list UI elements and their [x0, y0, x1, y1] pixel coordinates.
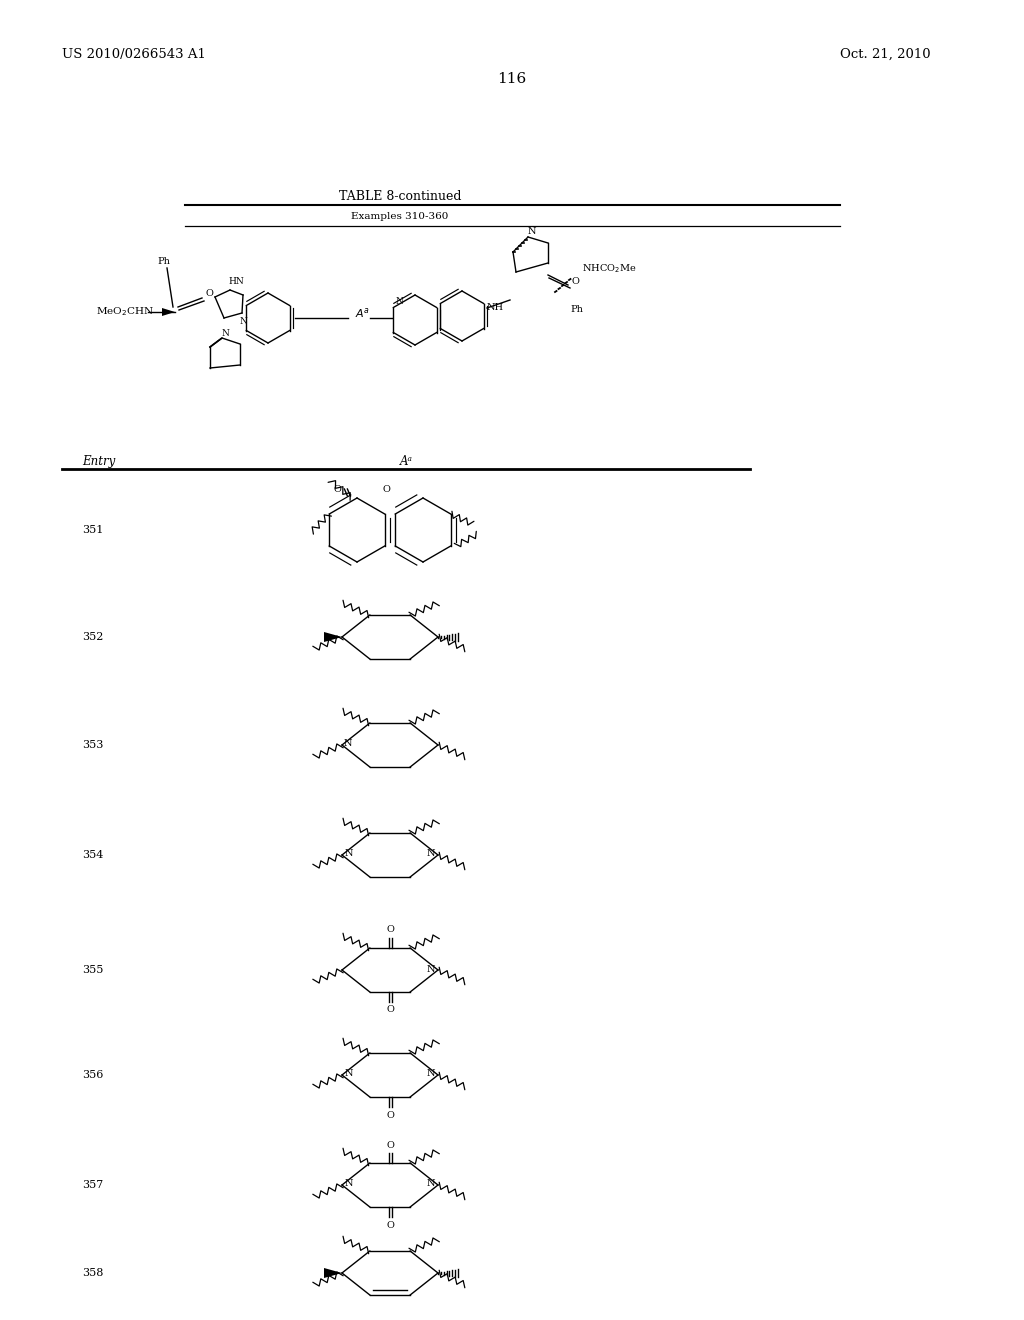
Text: N: N: [427, 850, 435, 858]
Text: NHCO$_2$Me: NHCO$_2$Me: [582, 263, 637, 276]
Text: N: N: [345, 850, 353, 858]
Text: N: N: [222, 330, 229, 338]
Text: N: N: [427, 1069, 435, 1078]
Text: 351: 351: [82, 525, 103, 535]
Text: Ph: Ph: [570, 305, 583, 314]
Text: 352: 352: [82, 632, 103, 642]
Text: 354: 354: [82, 850, 103, 861]
Text: NH: NH: [487, 304, 504, 313]
Text: N: N: [395, 297, 402, 306]
Text: O: O: [386, 1006, 394, 1015]
Text: 356: 356: [82, 1071, 103, 1080]
Text: N: N: [427, 1180, 435, 1188]
Text: TABLE 8-continued: TABLE 8-continued: [339, 190, 461, 203]
Text: Aᵃ: Aᵃ: [400, 455, 413, 469]
Text: 116: 116: [498, 73, 526, 86]
Polygon shape: [324, 1269, 342, 1278]
Text: Oct. 21, 2010: Oct. 21, 2010: [840, 48, 931, 61]
Text: HN: HN: [228, 277, 244, 286]
Text: O: O: [386, 1221, 394, 1229]
Text: $A^a$: $A^a$: [355, 306, 371, 319]
Text: N: N: [344, 739, 352, 748]
Polygon shape: [324, 632, 342, 642]
Text: N: N: [345, 1069, 353, 1078]
Text: 357: 357: [82, 1180, 103, 1191]
Text: O: O: [386, 925, 394, 935]
Text: O: O: [386, 1140, 394, 1150]
Text: N: N: [427, 965, 435, 974]
Text: MeO$_2$CHN: MeO$_2$CHN: [96, 306, 154, 318]
Text: 358: 358: [82, 1269, 103, 1278]
Text: N: N: [345, 1180, 353, 1188]
Text: 355: 355: [82, 965, 103, 975]
Text: O: O: [334, 486, 342, 495]
Text: O: O: [205, 289, 213, 298]
Text: O: O: [386, 1110, 394, 1119]
Text: Ph: Ph: [158, 256, 170, 265]
Text: N: N: [239, 318, 247, 326]
Text: US 2010/0266543 A1: US 2010/0266543 A1: [62, 48, 206, 61]
Text: 353: 353: [82, 741, 103, 750]
Text: Examples 310-360: Examples 310-360: [351, 213, 449, 220]
Polygon shape: [162, 308, 175, 315]
Text: N: N: [528, 227, 537, 236]
Text: O: O: [382, 486, 390, 495]
Text: O: O: [571, 276, 579, 285]
Text: Entry: Entry: [82, 455, 116, 469]
